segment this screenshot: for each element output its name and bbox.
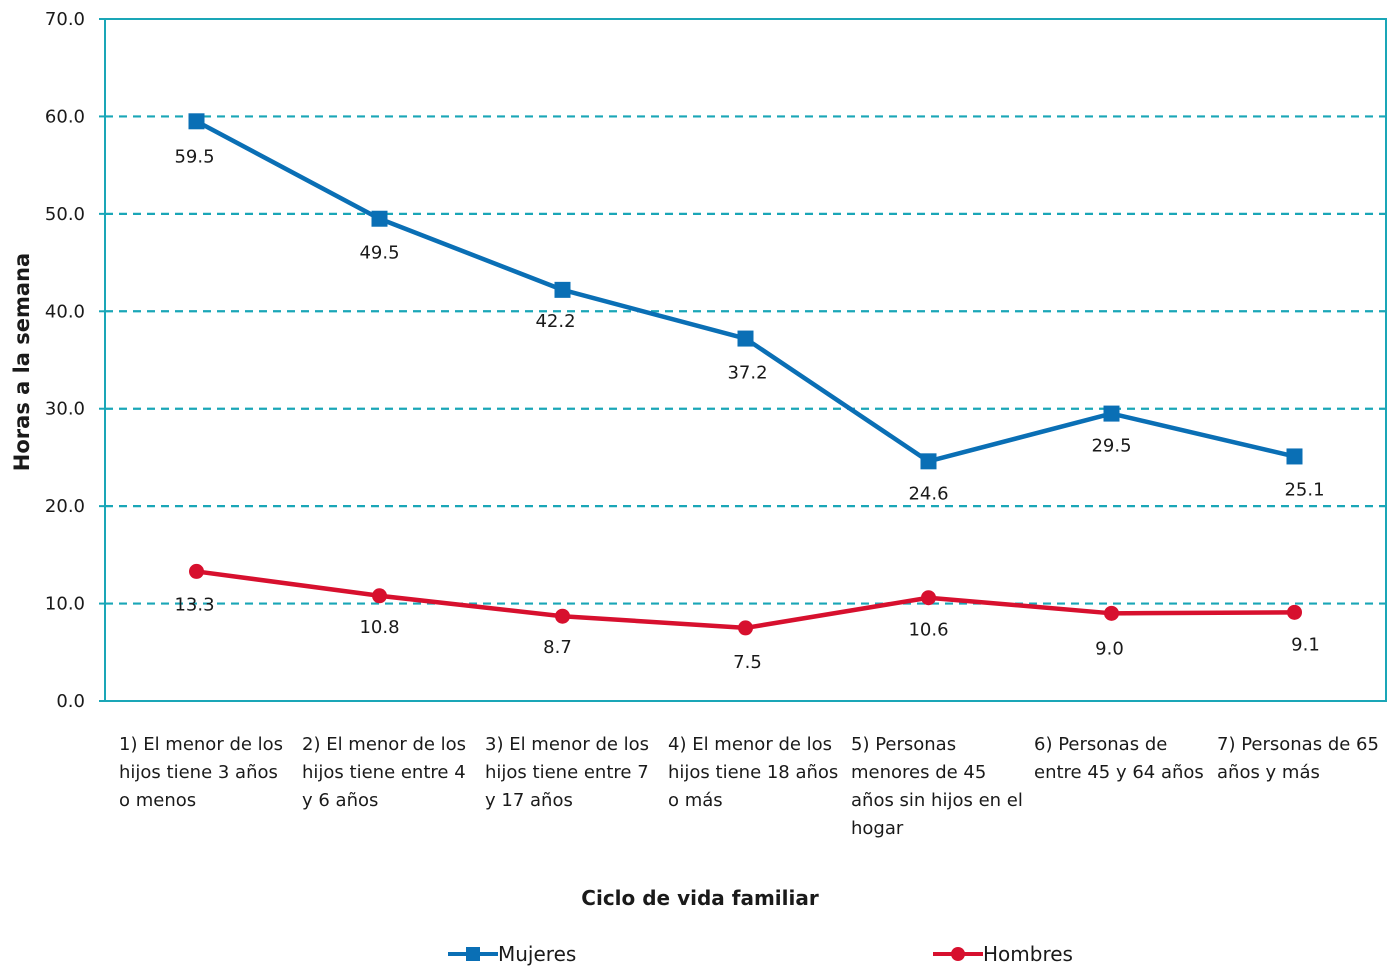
x-category-label: 1) El menor de los hijos tiene 3 años o … [119, 734, 284, 811]
data-point-circle [921, 590, 936, 606]
legend-marker-circle-icon [951, 947, 965, 961]
y-tick-label: 50.0 [45, 204, 85, 225]
data-point-circle [189, 563, 204, 579]
legend-marker-square-icon [466, 947, 480, 961]
x-category-label: 7) Personas de 65 años y más [1217, 734, 1379, 783]
legend-swatch-mujeres [448, 940, 498, 968]
data-point-circle [1287, 604, 1302, 620]
data-point-square [1103, 405, 1120, 422]
x-category-label: 3) El menor de los hijos tiene entre 7 y… [485, 734, 650, 811]
y-tick-label: 40.0 [45, 301, 85, 322]
legend-label-hombres: Hombres [983, 942, 1073, 966]
legend-item-mujeres: Mujeres [448, 940, 576, 968]
data-label: 9.0 [1095, 638, 1124, 659]
data-point-circle [555, 608, 570, 624]
y-axis-title: Horas a la semana [10, 252, 34, 472]
data-point-square [1286, 448, 1303, 465]
data-label: 13.3 [174, 594, 214, 615]
data-point-square [737, 330, 754, 347]
x-category-label: 6) Personas de entre 45 y 64 años [1034, 734, 1204, 783]
y-tick-label: 20.0 [45, 496, 85, 517]
data-label: 8.7 [543, 637, 572, 658]
data-point-square [188, 113, 205, 130]
data-label: 37.2 [727, 363, 767, 384]
data-label: 25.1 [1284, 479, 1324, 500]
data-label: 10.8 [359, 617, 399, 638]
x-axis-title: Ciclo de vida familiar [581, 886, 819, 910]
y-tick-label: 70.0 [45, 9, 85, 30]
data-point-square [920, 453, 937, 470]
x-category-label: 2) El menor de los hijos tiene entre 4 y… [302, 734, 467, 811]
y-tick-label: 0.0 [56, 691, 85, 712]
series-line-mujeres [195, 119, 1296, 464]
legend-item-hombres: Hombres [933, 940, 1073, 968]
data-point-circle [372, 588, 387, 604]
data-point-circle [1104, 605, 1119, 621]
x-category-label: 5) Personas menores de 45 años sin hijos… [851, 734, 1023, 839]
data-point-square [371, 210, 388, 227]
legend-swatch-hombres [933, 940, 983, 968]
data-label: 7.5 [733, 652, 762, 673]
data-label: 29.5 [1091, 436, 1131, 457]
y-tick-label: 30.0 [45, 399, 85, 420]
data-point-circle [738, 620, 753, 636]
data-label: 42.2 [535, 311, 575, 332]
data-label: 10.6 [908, 620, 948, 641]
legend-label-mujeres: Mujeres [498, 942, 577, 966]
y-tick-label: 60.0 [45, 106, 85, 127]
data-label: 9.1 [1291, 634, 1320, 655]
data-label: 49.5 [359, 243, 399, 264]
x-category-label: 4) El menor de los hijos tiene 18 años o… [668, 734, 839, 811]
data-point-square [554, 281, 571, 298]
data-label: 59.5 [174, 146, 214, 167]
data-label: 24.6 [908, 483, 948, 504]
y-tick-label: 10.0 [45, 594, 85, 615]
plot-area-frame [104, 18, 1387, 702]
